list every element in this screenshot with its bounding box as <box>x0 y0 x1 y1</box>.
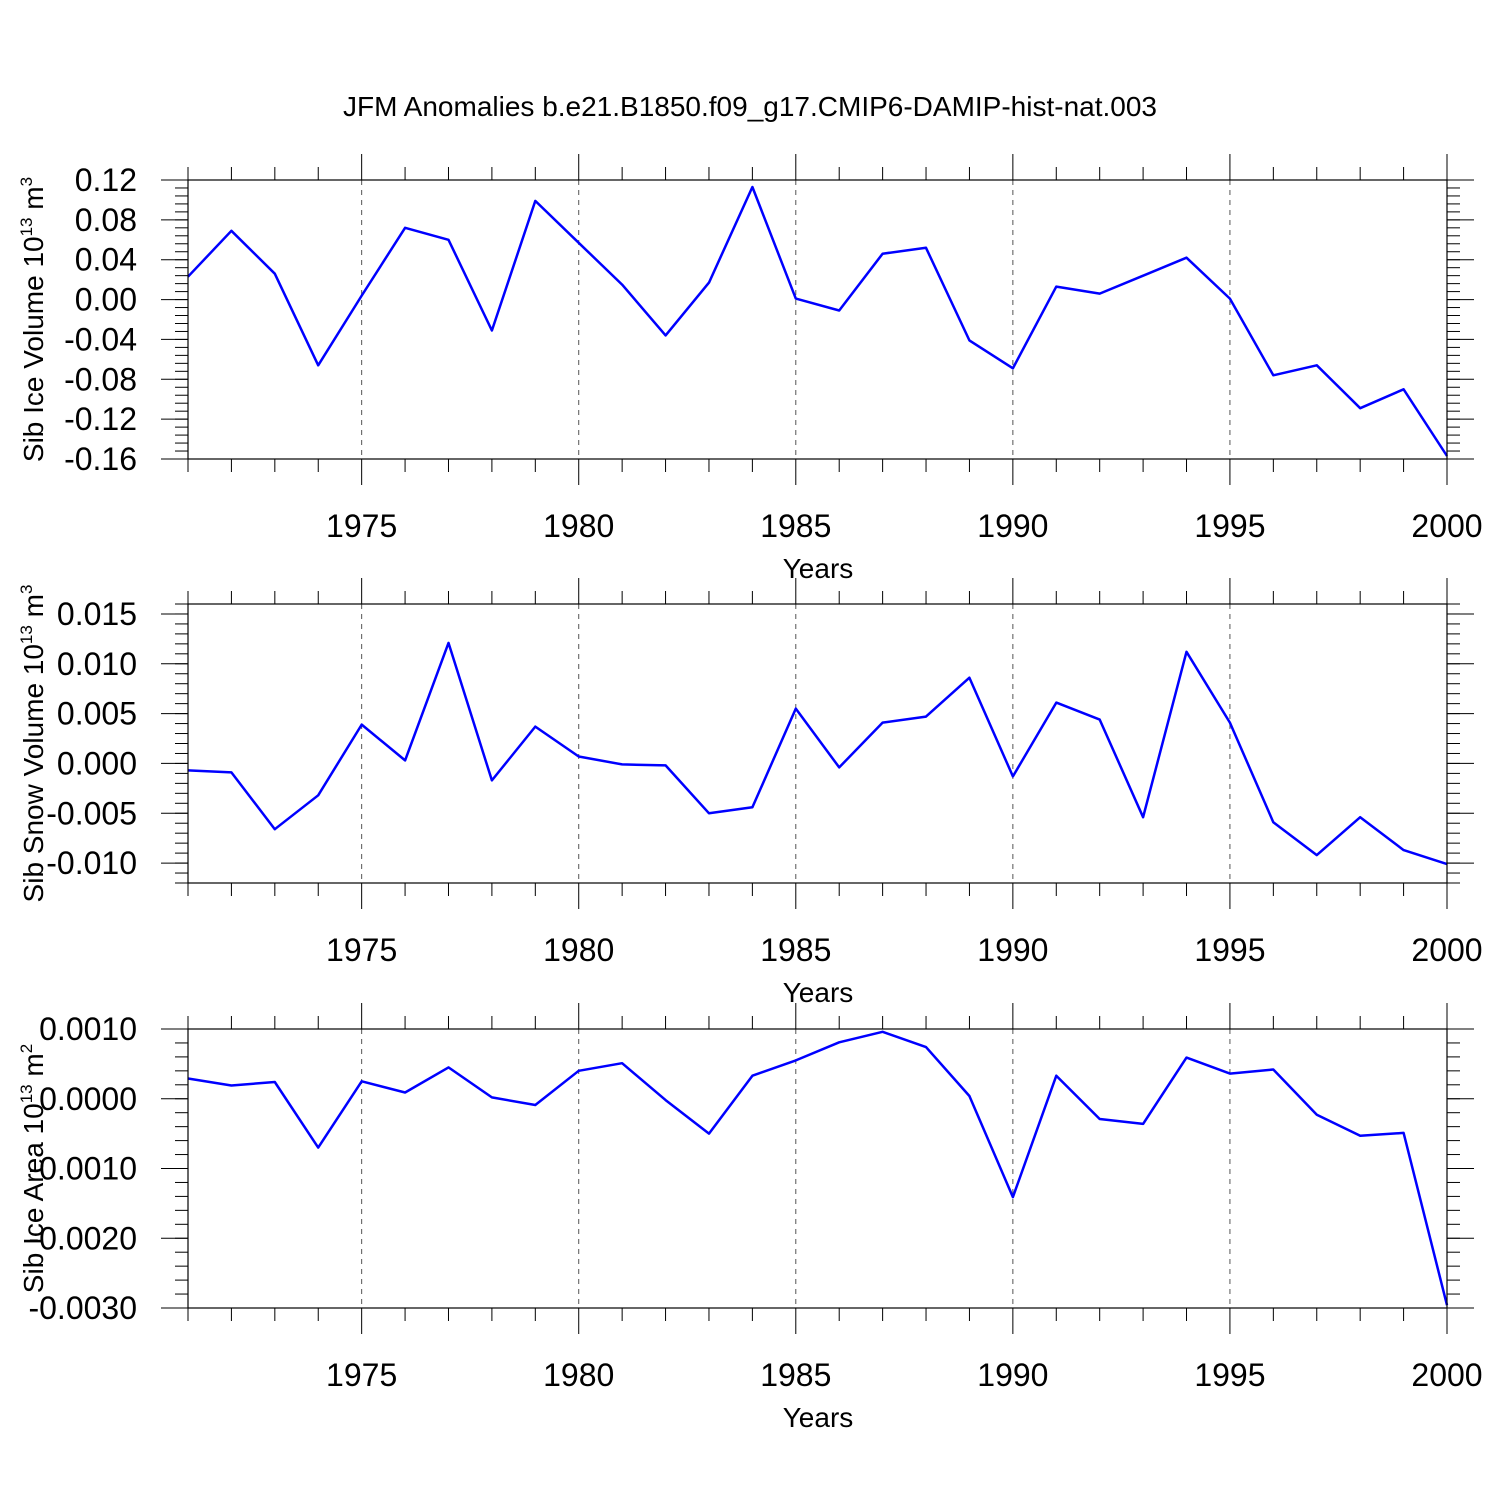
y-axis-label: Sib Snow Volume 1013 m3 <box>17 585 49 903</box>
x-tick-label: 1995 <box>1194 1357 1265 1393</box>
x-tick-label: 1995 <box>1194 932 1265 968</box>
y-tick-label: 0.00 <box>75 282 137 318</box>
panel-snow-volume: -0.010 -0.005 0.000 0.005 0.010 0.015 1975 1980… <box>17 578 1483 1008</box>
y-tick-label: 0.010 <box>57 646 137 682</box>
x-tick-label: 1990 <box>977 508 1048 544</box>
x-axis-label: Years <box>783 553 854 584</box>
x-tick-label: 1985 <box>760 1357 831 1393</box>
x-tick-label: 1985 <box>760 508 831 544</box>
y-tick-label: -0.12 <box>64 401 137 437</box>
y-tick-label: 0.0010 <box>39 1011 137 1047</box>
x-tick-label: 1980 <box>543 508 614 544</box>
x-tick-label: 2000 <box>1411 1357 1482 1393</box>
y-tick-label: -0.04 <box>64 321 137 357</box>
x-tick-label: 1975 <box>326 1357 397 1393</box>
x-tick-label: 1995 <box>1194 508 1265 544</box>
plot-frame <box>187 179 1448 460</box>
y-tick-label: -0.08 <box>64 361 137 397</box>
panel-ice-volume: -0.16 -0.12 -0.08 -0.040.00 0.04 0.08 0.12 1975… <box>17 154 1483 584</box>
x-tick-label: 1985 <box>760 932 831 968</box>
y-tick-label: -0.0010 <box>28 1151 137 1187</box>
y-tick-label: -0.010 <box>46 845 137 881</box>
panel-ice-area: -0.0030 -0.0020 -0.0010 0.0000 0.0010 1975 198… <box>17 1003 1483 1433</box>
x-tick-label: 2000 <box>1411 508 1482 544</box>
x-tick-label: 1990 <box>977 932 1048 968</box>
x-tick-label: 2000 <box>1411 932 1482 968</box>
y-tick-label: 0.005 <box>57 696 137 732</box>
x-tick-label: 1980 <box>543 1357 614 1393</box>
series-line-ice-volume <box>187 185 1449 457</box>
series-line-ice-area <box>187 1030 1449 1306</box>
y-tick-label: 0.08 <box>75 202 137 238</box>
x-tick-label: 1980 <box>543 932 614 968</box>
y-tick-label: 0.000 <box>57 745 137 781</box>
chart-title: JFM Anomalies b.e21.B1850.f09_g17.CMIP6-… <box>343 91 1157 122</box>
y-tick-label: 0.04 <box>75 242 137 278</box>
x-tick-label: 1975 <box>326 508 397 544</box>
x-tick-label: 1990 <box>977 1357 1048 1393</box>
y-tick-label: -0.005 <box>46 795 137 831</box>
y-tick-label: 0.015 <box>57 596 137 632</box>
x-axis-label: Years <box>783 1402 854 1433</box>
y-tick-label: 0.12 <box>75 162 137 198</box>
y-tick-label: -0.0020 <box>28 1220 137 1256</box>
panels: -0.16 -0.12 -0.08 -0.040.00 0.04 0.08 0.12 1975… <box>17 154 1483 1433</box>
x-axis-label: Years <box>783 977 854 1008</box>
y-tick-label: 0.0000 <box>39 1081 137 1117</box>
y-axis-label: Sib Ice Area 1013 m2 <box>17 1044 49 1293</box>
y-axis-label: Sib Ice Volume 1013 m3 <box>17 177 49 462</box>
y-tick-label: -0.16 <box>64 441 137 477</box>
y-tick-label: -0.0030 <box>28 1290 137 1326</box>
x-tick-label: 1975 <box>326 932 397 968</box>
series-line-snow-volume <box>187 641 1448 866</box>
